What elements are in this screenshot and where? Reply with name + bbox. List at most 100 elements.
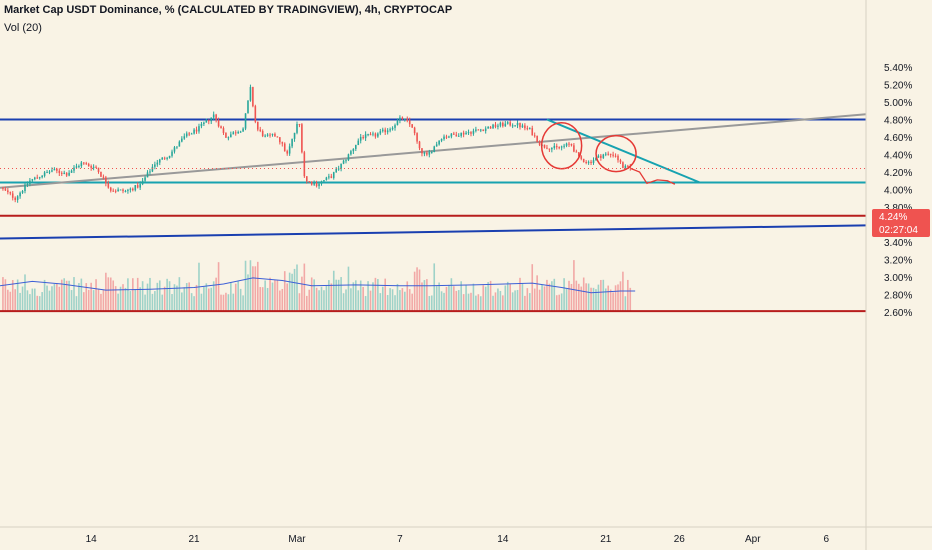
price-tick-label: 3.80% bbox=[884, 203, 912, 214]
volume-bar bbox=[288, 272, 291, 312]
volume-bar bbox=[484, 286, 487, 312]
volume-bar bbox=[426, 279, 428, 312]
volume-bar bbox=[31, 288, 34, 312]
chart-title[interactable]: Market Cap USDT Dominance, % (CALCULATED… bbox=[4, 4, 453, 16]
volume-bar bbox=[379, 293, 382, 312]
candle-body bbox=[502, 122, 504, 127]
candle-body bbox=[624, 165, 627, 168]
candle-body bbox=[97, 167, 100, 172]
candle-body bbox=[335, 168, 338, 173]
candle-body bbox=[181, 138, 183, 142]
candle-body bbox=[161, 157, 164, 160]
candle-body bbox=[16, 196, 19, 200]
candle-body bbox=[337, 168, 340, 170]
volume-bar bbox=[178, 277, 181, 312]
volume-bar bbox=[487, 282, 489, 312]
volume-bar bbox=[328, 280, 330, 312]
volume-bar bbox=[394, 295, 396, 312]
candle-body bbox=[612, 154, 614, 156]
candle-body bbox=[453, 133, 455, 135]
candle-body bbox=[129, 188, 132, 190]
candle-body bbox=[146, 172, 149, 178]
candle-body bbox=[489, 126, 492, 129]
volume-bar bbox=[560, 293, 563, 312]
volume-bar bbox=[222, 294, 225, 312]
candle-body bbox=[7, 190, 9, 193]
volume-bar bbox=[127, 278, 129, 312]
volume-bar bbox=[212, 281, 215, 312]
volume-bar bbox=[58, 286, 61, 312]
candle-body bbox=[279, 137, 281, 143]
candle-body bbox=[494, 124, 497, 127]
candle-body bbox=[127, 189, 129, 191]
volume-bar bbox=[582, 277, 585, 312]
volume-bar bbox=[416, 267, 418, 312]
candle-body bbox=[462, 132, 465, 135]
volume-bar bbox=[413, 271, 416, 312]
candle-body bbox=[163, 157, 166, 159]
volume-bar bbox=[340, 277, 342, 312]
volume-bar bbox=[359, 280, 362, 312]
trend-lines bbox=[0, 113, 867, 240]
volume-indicator-label[interactable]: Vol (20) bbox=[4, 22, 42, 34]
candle-body bbox=[364, 134, 367, 139]
volume-bar bbox=[92, 290, 95, 312]
trend-line bbox=[0, 224, 867, 240]
volume-bar bbox=[139, 287, 141, 312]
volume-bar bbox=[60, 279, 63, 312]
candle-body bbox=[570, 144, 573, 146]
candle-body bbox=[78, 166, 80, 168]
volume-bar bbox=[293, 268, 296, 312]
candle-body bbox=[330, 176, 333, 178]
volume-bar bbox=[592, 287, 595, 312]
candle-body bbox=[190, 133, 193, 135]
candle-body bbox=[65, 172, 68, 176]
candle-body bbox=[362, 137, 364, 139]
candle-body bbox=[435, 144, 438, 147]
volume-bar bbox=[237, 281, 239, 312]
candle-body bbox=[565, 143, 568, 146]
candle-body bbox=[404, 118, 406, 120]
volume-bar bbox=[604, 288, 607, 312]
candle-body bbox=[524, 125, 526, 129]
candle-body bbox=[46, 172, 48, 174]
price-badge-countdown: 02:27:04 bbox=[879, 225, 918, 236]
volume-ma bbox=[0, 277, 636, 294]
candle-body bbox=[445, 136, 448, 138]
volume-bar bbox=[56, 283, 58, 312]
candle-body bbox=[119, 189, 122, 191]
volume-bar bbox=[575, 280, 578, 312]
volume-bar bbox=[332, 270, 335, 312]
candle-body bbox=[396, 120, 399, 126]
candle-body bbox=[413, 127, 416, 134]
volume-bar bbox=[335, 279, 338, 312]
candle-body bbox=[457, 135, 460, 137]
volume-bar bbox=[362, 286, 364, 312]
volume-bar bbox=[87, 289, 90, 312]
volume-bar bbox=[244, 260, 247, 312]
annotations bbox=[0, 122, 866, 185]
candle-body bbox=[271, 133, 274, 135]
volume-bar bbox=[252, 266, 254, 312]
candle-body bbox=[178, 141, 181, 147]
candle-body bbox=[227, 137, 230, 139]
candle-body bbox=[320, 181, 323, 184]
volume-bar bbox=[511, 292, 514, 312]
candle-body bbox=[384, 129, 387, 133]
price-axis[interactable]: 5.40% 5.20% 5.00% 4.80% 4.60% 4.40% 4.20% 4.00%… bbox=[884, 63, 912, 319]
volume-bar bbox=[445, 286, 448, 312]
candle-body bbox=[124, 190, 127, 192]
time-axis[interactable]: 14 21 Mar 7 14 21 26 Apr 6 bbox=[86, 534, 830, 545]
volume-bar bbox=[607, 285, 610, 312]
volume-bar bbox=[472, 283, 475, 312]
candle-body bbox=[475, 129, 477, 131]
candle-body bbox=[9, 192, 12, 194]
volume-bar bbox=[531, 264, 534, 312]
candle-body bbox=[460, 132, 462, 136]
volume-bar bbox=[489, 280, 492, 312]
candle-body bbox=[619, 160, 622, 163]
candle-body bbox=[391, 127, 394, 130]
volume-bar bbox=[274, 280, 276, 312]
candle-body bbox=[575, 151, 578, 153]
